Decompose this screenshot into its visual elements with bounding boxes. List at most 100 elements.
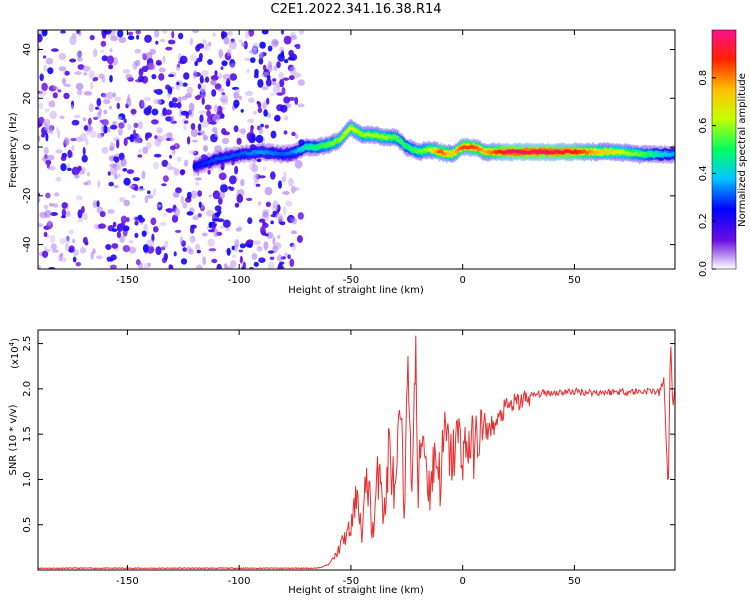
noise-blob — [146, 132, 153, 139]
noise-blob — [109, 75, 113, 83]
noise-blob — [201, 232, 208, 237]
noise-blob — [56, 127, 60, 133]
noise-blob — [58, 254, 63, 262]
noise-blob — [179, 81, 184, 87]
noise-blob — [284, 252, 288, 258]
noise-blob — [109, 36, 118, 42]
noise-blob — [221, 30, 225, 40]
noise-blob — [86, 180, 92, 186]
noise-blob — [212, 218, 220, 222]
noise-blob — [277, 234, 281, 240]
noise-blob — [43, 231, 48, 237]
noise-blob — [218, 172, 227, 181]
noise-blob — [85, 130, 91, 136]
noise-blob — [60, 155, 67, 162]
noise-blob — [283, 130, 288, 135]
noise-blob — [72, 256, 77, 263]
noise-blob — [257, 79, 264, 88]
noise-blob — [119, 235, 125, 243]
noise-blob — [262, 64, 267, 71]
noise-blob — [47, 67, 54, 75]
noise-blob — [116, 139, 120, 149]
x-tick-label: -150 — [116, 275, 139, 286]
noise-blob — [281, 87, 286, 95]
noise-blob — [43, 118, 51, 128]
noise-blob — [220, 66, 224, 70]
noise-blob — [176, 156, 182, 162]
snr-series-line — [38, 335, 675, 570]
noise-blob — [229, 73, 238, 81]
noise-blob — [61, 208, 67, 218]
noise-blob — [199, 75, 204, 84]
noise-blob — [212, 32, 216, 37]
noise-blob — [81, 206, 85, 214]
noise-blob — [258, 126, 263, 135]
noise-blob — [231, 245, 235, 251]
noise-blob — [262, 101, 268, 110]
noise-blob — [194, 95, 201, 100]
noise-blob — [225, 227, 230, 232]
noise-blob — [206, 110, 212, 117]
noise-blob — [213, 104, 219, 113]
noise-blob — [67, 167, 72, 171]
noise-blob — [103, 109, 108, 115]
noise-blob — [233, 91, 240, 99]
y-tick-label: 0 — [22, 144, 33, 150]
noise-blob — [216, 263, 222, 269]
noise-blob — [112, 121, 116, 125]
noise-blob — [104, 30, 112, 35]
noise-blob — [101, 146, 109, 154]
noise-blob — [122, 168, 128, 172]
noise-blob — [259, 41, 266, 49]
noise-blob — [274, 114, 281, 122]
noise-blob — [202, 256, 207, 265]
noise-blob — [61, 215, 66, 219]
noise-blob — [182, 82, 188, 87]
noise-blob — [67, 149, 73, 159]
noise-blob — [173, 251, 177, 257]
noise-blob — [144, 34, 152, 43]
noise-blob — [83, 125, 89, 131]
noise-blob — [110, 124, 118, 130]
noise-blob — [96, 200, 100, 208]
noise-blob — [95, 106, 99, 110]
noise-blob — [54, 192, 60, 197]
noise-blob — [75, 262, 82, 267]
noise-blob — [272, 78, 277, 82]
noise-blob — [255, 183, 261, 187]
noise-blob — [220, 184, 228, 193]
noise-blob — [138, 149, 142, 153]
noise-blob — [169, 145, 176, 150]
x-tick-label: 0 — [459, 576, 465, 587]
noise-blob — [74, 71, 82, 75]
noise-blob — [242, 261, 246, 269]
noise-blob — [92, 248, 96, 255]
noise-blob — [153, 98, 162, 105]
noise-blob — [181, 95, 188, 101]
noise-blob — [256, 245, 263, 252]
noise-blob — [90, 251, 94, 260]
noise-blob — [156, 62, 162, 66]
noise-blob — [194, 60, 199, 67]
noise-blob — [248, 266, 254, 269]
colorbar-tick-label: 0.0 — [698, 261, 709, 277]
noise-blob — [111, 243, 119, 249]
noise-blob — [162, 30, 168, 34]
noise-blob — [245, 68, 250, 73]
noise-blob — [75, 82, 84, 91]
noise-blob — [190, 190, 197, 199]
noise-blob — [132, 216, 136, 221]
noise-blob — [199, 114, 204, 123]
noise-blob — [86, 171, 90, 177]
noise-blob — [209, 121, 217, 125]
noise-blob — [38, 265, 41, 269]
noise-blob — [268, 250, 275, 254]
noise-blob — [62, 77, 66, 85]
noise-blob — [279, 221, 286, 226]
noise-blob — [218, 73, 222, 80]
noise-blob — [163, 252, 168, 261]
noise-blob — [230, 260, 237, 268]
noise-blob — [192, 215, 200, 221]
noise-blob — [238, 249, 243, 253]
noise-blob — [88, 70, 95, 79]
